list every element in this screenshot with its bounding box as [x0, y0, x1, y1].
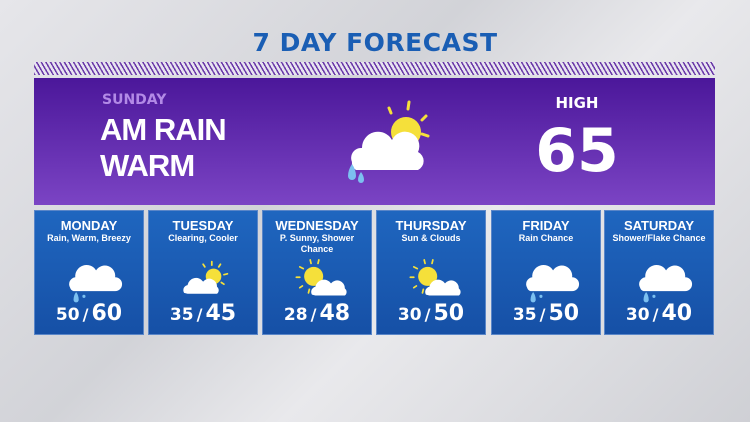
today-day: SUNDAY [102, 92, 167, 108]
day-temps: 28/48 [263, 301, 371, 328]
day-name: TUESDAY [172, 218, 234, 233]
high-temp: 50 [548, 301, 580, 326]
temp-separator: / [196, 305, 203, 324]
temp-separator: / [310, 305, 317, 324]
sun-cloud-icon [295, 259, 347, 296]
day-name: SATURDAY [623, 218, 695, 233]
high-temp: 50 [433, 301, 465, 326]
day-panel-saturday: SATURDAY Shower/Flake Chance 30/40 [604, 210, 714, 335]
low-temp: 30 [397, 305, 422, 325]
rain-cloud-icon [526, 264, 580, 303]
striped-divider [34, 62, 715, 75]
day-panel-wednesday: WEDNESDAY P. Sunny, Shower Chance 28/48 [262, 210, 372, 335]
temp-separator: / [82, 305, 89, 324]
high-temp: 40 [661, 301, 693, 326]
sun-cloud-icon [409, 259, 461, 296]
day-name: FRIDAY [522, 218, 570, 233]
high-temp: 48 [319, 301, 351, 326]
temp-separator: / [652, 305, 659, 324]
low-temp: 30 [625, 305, 650, 325]
day-temps: 50/60 [35, 301, 143, 328]
day-description: Rain, Warm, Breezy [47, 233, 131, 243]
day-temps: 35/45 [149, 301, 257, 328]
day-temps: 30/50 [377, 301, 485, 328]
high-temp: 45 [205, 301, 237, 326]
day-temps: 30/40 [605, 301, 713, 328]
day-description: Clearing, Cooler [168, 233, 238, 243]
rain-cloud-icon [639, 264, 693, 303]
day-description: Rain Chance [518, 233, 574, 243]
day-panel-thursday: THURSDAY Sun & Clouds 30/50 [376, 210, 486, 335]
today-banner: SUNDAY AM RAIN WARM HIGH 65 [34, 78, 715, 205]
today-condition: AM RAIN WARM [100, 112, 227, 184]
today-condition-line2: WARM [100, 148, 195, 183]
day-temps: 35/50 [492, 301, 600, 328]
day-panel-tuesday: TUESDAY Clearing, Cooler 35/45 [148, 210, 258, 335]
cloud-sun-icon [183, 260, 229, 294]
high-temp: 60 [91, 301, 123, 326]
rain-cloud-sun-icon [348, 100, 430, 183]
day-description: Sun & Clouds [401, 233, 461, 243]
day-name: WEDNESDAY [275, 218, 359, 233]
page-title: 7 DAY FORECAST [252, 28, 498, 57]
rain-cloud-icon [69, 264, 123, 303]
day-name: THURSDAY [395, 218, 467, 233]
high-value: 65 [535, 116, 619, 186]
low-temp: 50 [55, 305, 80, 325]
temp-separator: / [424, 305, 431, 324]
day-description: Shower/Flake Chance [612, 233, 706, 243]
high-label: HIGH [555, 94, 599, 112]
low-temp: 35 [512, 305, 537, 325]
day-panel-friday: FRIDAY Rain Chance 35/50 [491, 210, 601, 335]
day-panel-monday: MONDAY Rain, Warm, Breezy 50/60 [34, 210, 144, 335]
temp-separator: / [539, 305, 546, 324]
today-condition-line1: AM RAIN [100, 112, 227, 147]
day-name: MONDAY [60, 218, 118, 233]
low-temp: 35 [169, 305, 194, 325]
low-temp: 28 [283, 305, 308, 325]
day-description: P. Sunny, Shower Chance [279, 233, 355, 254]
